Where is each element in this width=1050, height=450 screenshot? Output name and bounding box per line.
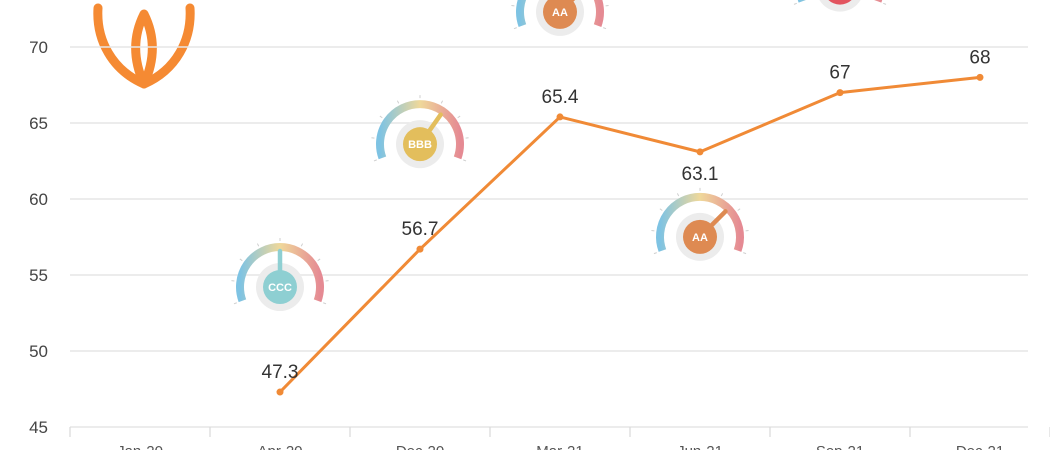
gauge-tick <box>396 100 400 104</box>
gauge-tick <box>463 159 467 162</box>
gauge-tick <box>659 208 663 211</box>
series-line-layer <box>276 73 984 396</box>
rating-label: CCC <box>268 282 292 294</box>
x-tick-label: Dec-20 <box>396 443 444 450</box>
rating-label: AA <box>552 7 568 19</box>
gauge-tick <box>373 159 377 162</box>
gauge-arc <box>376 100 464 160</box>
data-point <box>976 73 984 81</box>
data-label: 63.1 <box>682 164 719 185</box>
gauge-tick <box>737 208 741 211</box>
rating-gauge: AAA <box>793 0 887 12</box>
y-tick-label: 55 <box>29 266 48 285</box>
gauge-tick <box>513 27 517 30</box>
rating-gauge: CCC <box>231 238 329 312</box>
x-tick-label: Mar-21 <box>536 443 584 450</box>
gauge-tick <box>883 2 887 5</box>
data-label: 65.4 <box>542 87 579 108</box>
leaf-logo-icon <box>93 3 195 89</box>
series-line <box>278 75 981 394</box>
x-tick-label: Apr-20 <box>257 443 302 450</box>
rating-label: AA <box>692 232 708 244</box>
y-tick-label: 45 <box>29 418 48 437</box>
y-axis-ticks: 45 50 55 60 65 70 <box>29 38 48 437</box>
rating-gauge: BBB <box>371 95 469 169</box>
x-tick-label: Jun-21 <box>677 443 723 450</box>
data-point <box>416 245 424 253</box>
grid-lines <box>70 46 1028 428</box>
data-point <box>696 148 704 156</box>
rating-gauge: AA <box>651 187 749 261</box>
x-tick-label: Jan-20 <box>117 443 163 450</box>
rating-badge <box>263 270 297 305</box>
gauge-tick <box>676 193 680 197</box>
x-tick-label: Sep-21 <box>816 443 864 450</box>
y-tick-label: 50 <box>29 342 48 361</box>
gauge-arc <box>516 0 604 27</box>
rating-badge <box>828 0 852 5</box>
rating-badge <box>543 0 577 29</box>
gauge-tick <box>603 27 607 30</box>
data-label: 47.3 <box>262 362 299 383</box>
gauge-tick <box>457 115 461 119</box>
gauge-tick <box>793 2 797 5</box>
data-label: 67 <box>829 63 850 84</box>
y-tick-label: 65 <box>29 114 48 133</box>
data-point <box>276 388 284 396</box>
data-point <box>836 89 844 97</box>
gauge-tick <box>300 243 304 247</box>
gauge-tick <box>440 100 444 104</box>
gauge-tick <box>256 243 260 247</box>
y-tick-label: 70 <box>29 38 48 57</box>
gauge-tick <box>323 302 327 305</box>
data-label: 68 <box>969 47 990 68</box>
y-tick-label: 60 <box>29 190 48 209</box>
gauge-tick <box>239 258 243 262</box>
data-point <box>556 113 564 121</box>
rating-gauges: CCCBBBAAAAAAAAAA <box>231 0 887 312</box>
rating-gauge: AA <box>511 0 609 36</box>
gauge-hub-ring <box>819 0 861 12</box>
gauge-tick <box>653 252 657 255</box>
gauge-arc <box>656 192 744 252</box>
gauge-tick <box>379 115 383 119</box>
rating-badge <box>683 219 717 254</box>
data-label: 56.7 <box>402 219 439 240</box>
gauge-tick <box>720 193 724 197</box>
gauge-tick <box>233 302 237 305</box>
gauge-arc <box>236 243 324 303</box>
gauge-tick <box>317 258 321 262</box>
x-axis-ticks: Jan-20 Apr-20 Dec-20 Mar-21 Jun-21 Sep-21 Dec-… <box>69 427 1050 450</box>
data-labels: 47.3 56.7 65.4 63.1 67 68 <box>262 47 991 383</box>
gauge-tick <box>743 252 747 255</box>
x-tick-label: Dec-21 <box>956 443 1004 450</box>
rating-badge <box>403 127 437 162</box>
rating-label: BBB <box>408 139 432 151</box>
